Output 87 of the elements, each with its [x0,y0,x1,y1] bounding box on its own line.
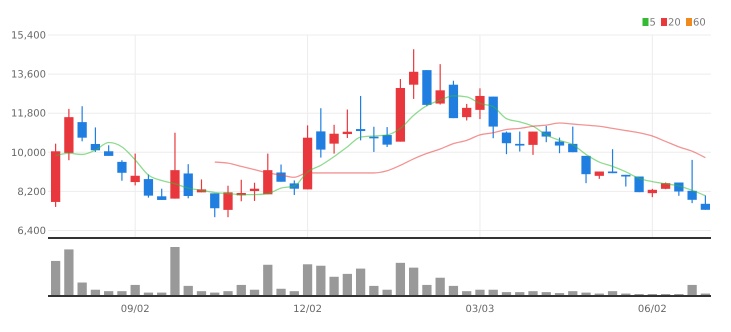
candlestick [276,164,286,182]
bar [196,291,206,295]
candlestick [502,130,512,155]
candlestick [342,108,352,139]
bar [223,291,233,295]
y-tick-label: 11,800 [11,108,46,120]
candlestick [130,152,140,186]
bar [290,291,299,295]
bar [342,274,352,295]
candlestick [382,126,392,148]
candlestick [104,144,114,156]
bar [502,292,512,295]
candlestick [409,48,418,100]
bar [409,268,418,295]
bar [687,284,697,295]
candlestick [515,130,524,152]
y-tick-label: 10,000 [11,148,46,159]
candlestick [223,185,233,218]
bar [78,282,87,295]
bar [515,292,524,295]
bar [475,290,485,295]
candlestick [90,126,100,153]
x-tick-label: 12/02 [293,304,322,315]
bar [356,268,366,295]
bar [488,290,498,295]
bar [436,278,445,295]
x-tick-label: 06/02 [638,304,667,315]
legend-label: 20 [668,18,681,28]
bar [542,292,551,295]
candlestick [700,194,710,210]
bar [568,291,578,295]
candlestick [236,179,246,202]
candlestick [144,174,154,198]
bar [263,264,272,295]
bar [50,260,60,295]
bar [329,276,339,295]
bar [104,291,114,295]
candlestick [687,159,697,204]
bar [422,284,432,295]
candlestick [475,88,485,120]
candlestick [196,178,206,193]
candlestick [568,126,578,153]
legend-label: 60 [693,18,706,28]
bar [369,286,379,295]
bar [302,264,312,295]
y-tick-label: 15,400 [11,30,46,42]
bar [64,249,74,295]
bar [236,284,246,295]
bar [117,291,127,295]
candlestick [329,124,339,154]
candlestick [157,188,166,201]
bar [90,290,100,295]
bar [250,290,260,295]
candlestick [250,182,260,202]
bar [528,291,538,295]
bar [276,288,286,295]
candlestick [581,155,591,184]
bar [396,262,406,295]
legend-label: 5 [650,18,656,28]
candlestick [356,95,366,141]
bar [382,290,392,295]
bar [170,247,180,295]
y-tick-label: 13,600 [11,70,46,81]
candlestick [369,126,379,153]
bar [462,291,472,295]
x-tick-label: 03/03 [466,304,494,315]
bar [448,286,458,295]
candlestick [210,192,220,218]
candlestick [316,108,326,158]
candlestick [634,176,644,193]
candlestick [117,160,127,182]
candlestick [184,164,193,199]
candlestick [554,136,564,154]
bar [130,284,140,295]
x-tick-label: 09/02 [120,304,150,315]
candlestick [436,64,445,106]
bar [608,291,618,295]
candlestick [290,180,299,196]
bar [316,266,326,295]
bar [184,286,193,295]
candlestick [542,125,551,143]
y-tick-label: 8,200 [17,186,46,198]
y-tick-label: 6,400 [17,226,46,237]
candlestick [78,106,87,142]
candlestick [674,182,684,196]
candlestick [528,130,538,156]
candlestick [462,103,472,122]
